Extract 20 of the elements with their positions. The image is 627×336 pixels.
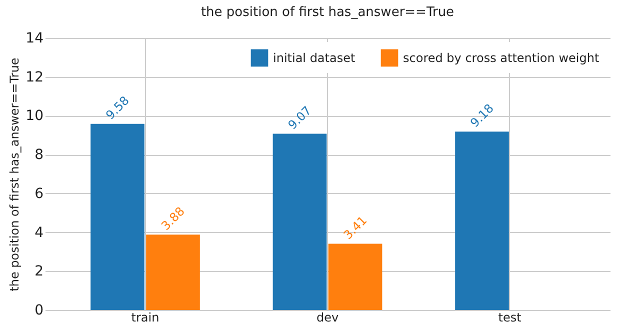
- y-tick-label: 8: [34, 147, 44, 164]
- bar: [328, 244, 382, 310]
- y-tick-label: 12: [26, 69, 44, 86]
- y-tick-label: 0: [34, 302, 44, 318]
- chart-title: the position of first has_answer==True: [200, 5, 454, 20]
- y-tick-label: 14: [26, 30, 44, 46]
- bar: [90, 124, 144, 310]
- bar: [146, 234, 200, 310]
- y-tick-label: 10: [26, 108, 44, 124]
- x-tick-label: train: [131, 310, 160, 324]
- y-tick-label: 4: [34, 224, 44, 241]
- x-tick-label: dev: [316, 310, 339, 324]
- y-axis-title: the position of first has_answer==True: [8, 58, 22, 292]
- y-tick-label: 6: [34, 186, 44, 202]
- x-tick-label: test: [498, 310, 522, 324]
- y-tick-label: 2: [34, 264, 44, 280]
- bar: [455, 132, 509, 310]
- bar: [272, 134, 327, 310]
- legend-label: scored by cross attention weight: [403, 50, 600, 65]
- legend-label: initial dataset: [273, 50, 356, 65]
